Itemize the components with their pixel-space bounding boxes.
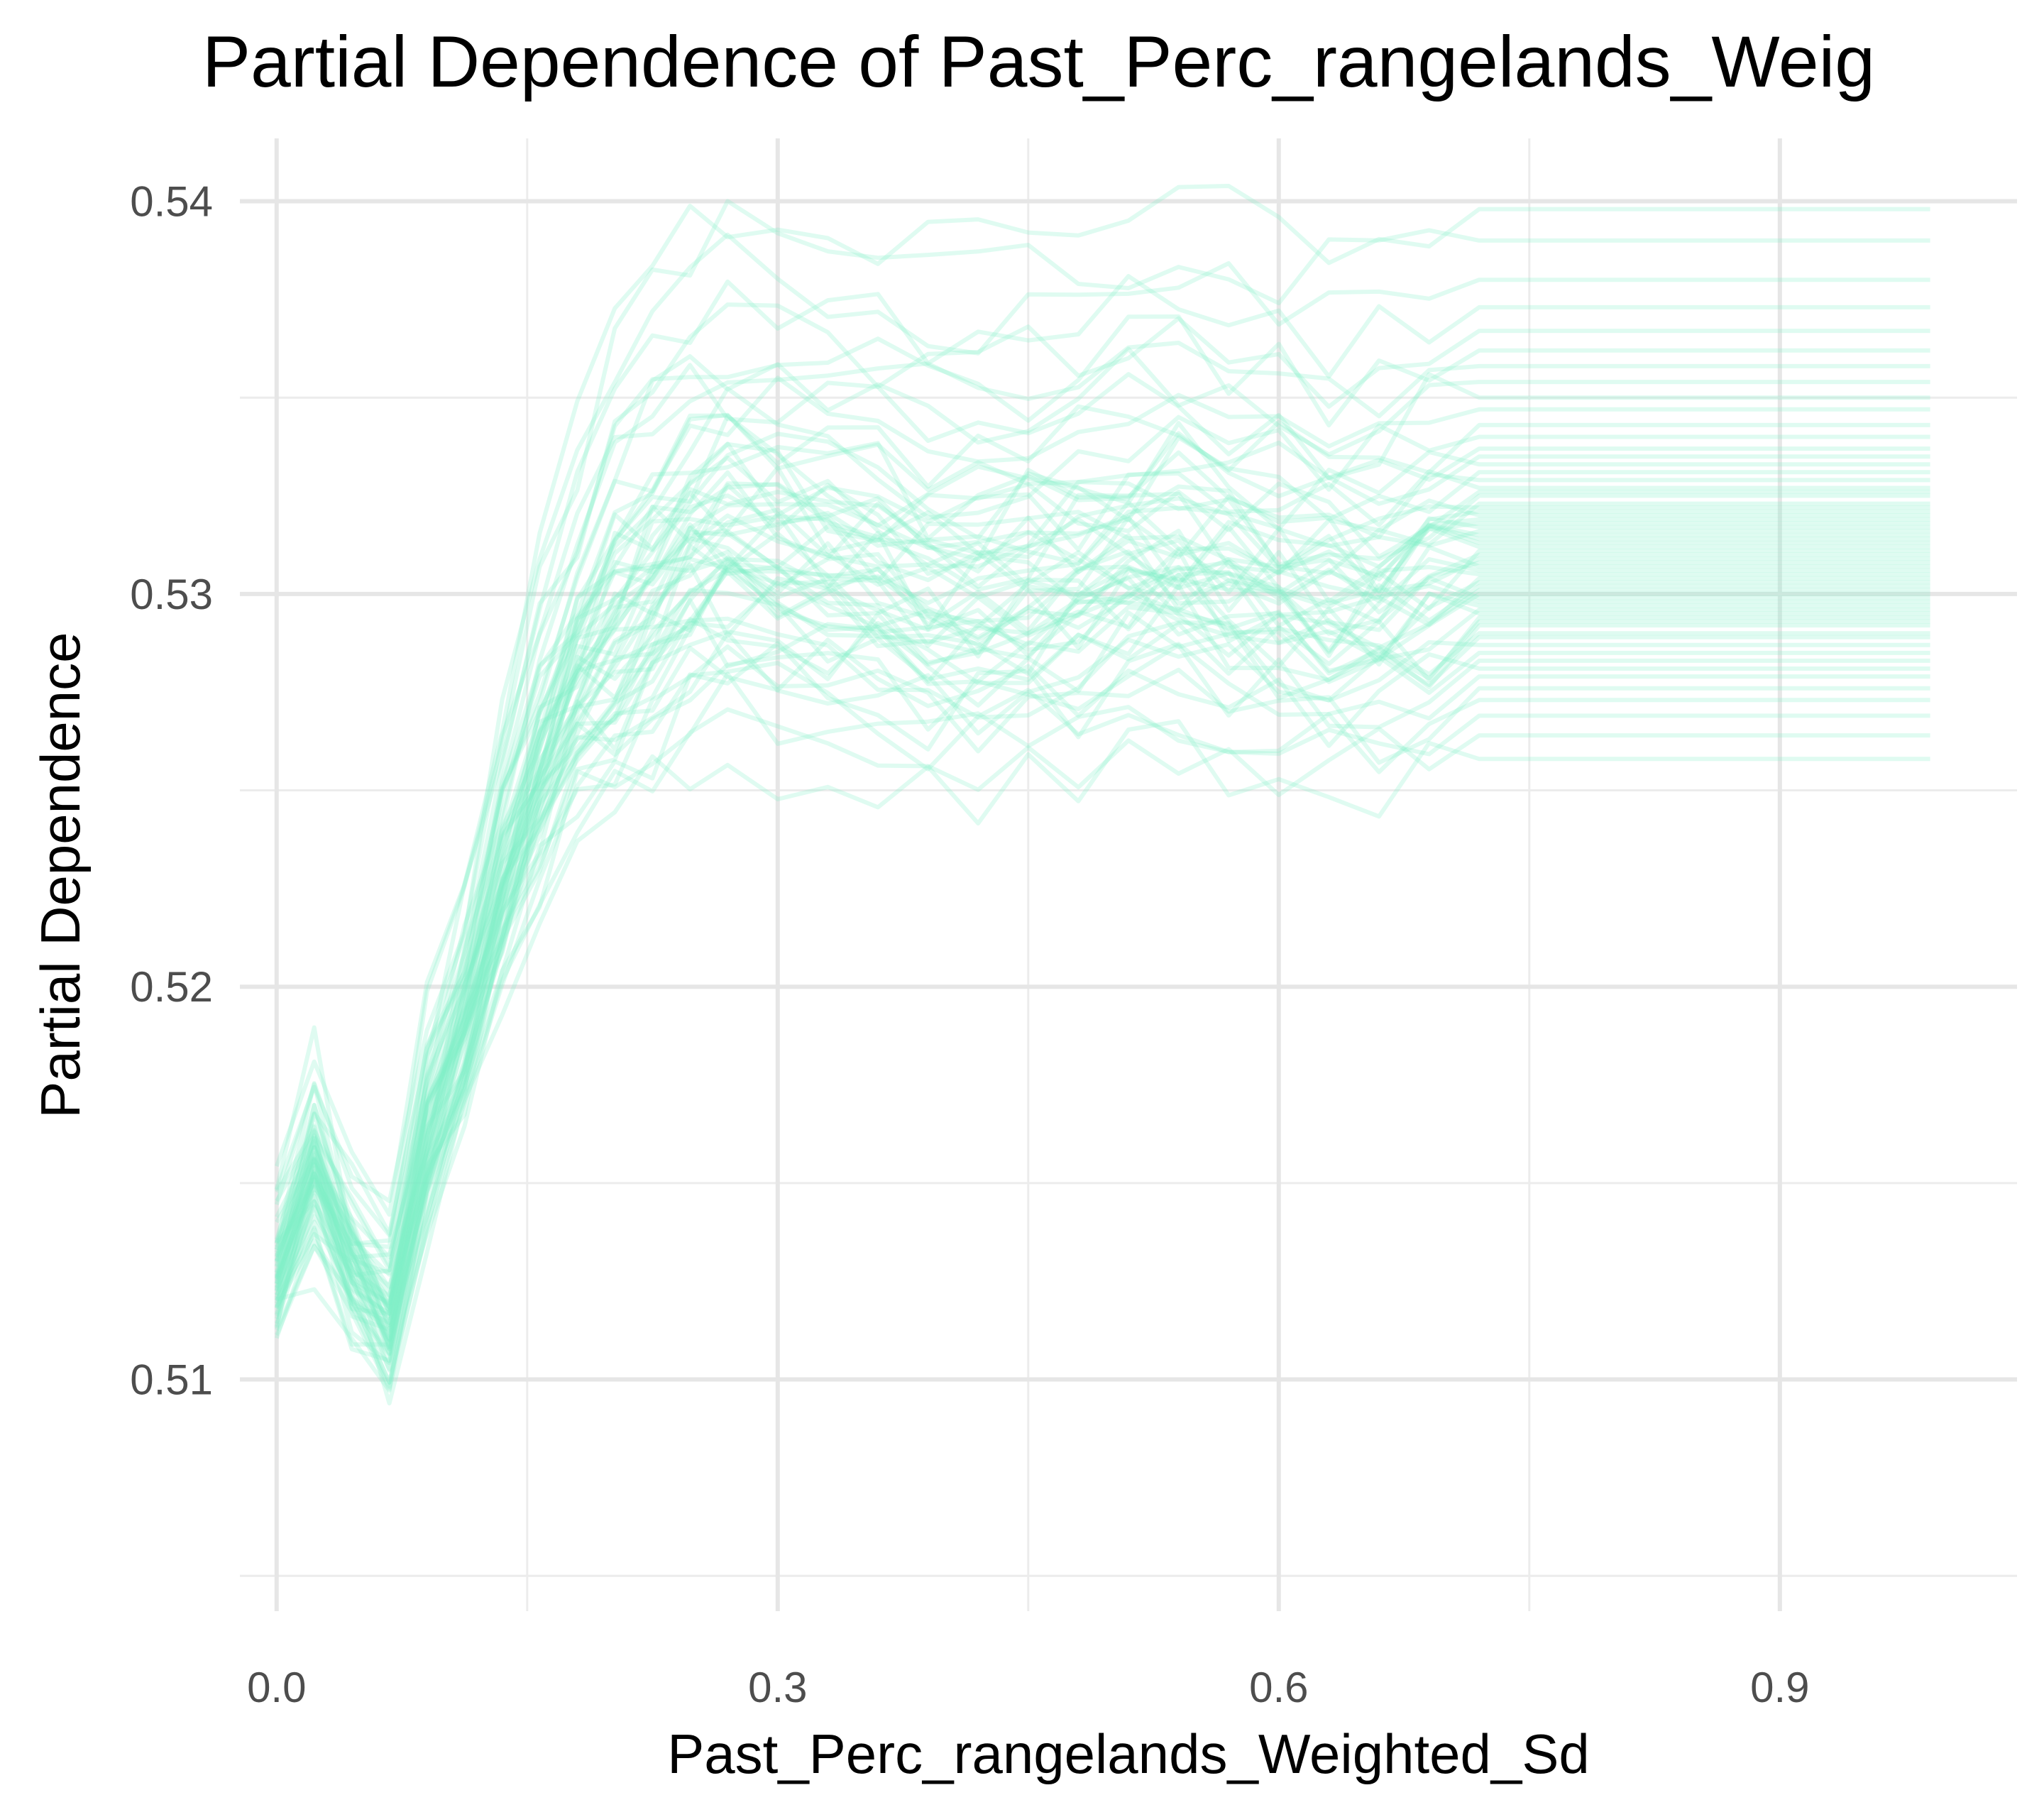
- ice-curve-line: [274, 630, 1930, 1326]
- ice-curve-line: [275, 432, 1930, 1278]
- ice-curve-line: [275, 637, 1930, 1347]
- ice-curve-line: [274, 375, 1930, 1302]
- ice-curve-line: [274, 502, 1930, 1351]
- major-gridlines: [240, 138, 2017, 1611]
- ice-curve-line: [274, 549, 1930, 1355]
- ice-curve-line: [274, 505, 1930, 1314]
- ice-curve-line: [275, 450, 1930, 1289]
- y-tick-label: 0.51: [130, 1356, 213, 1404]
- ice-curve-line: [274, 561, 1930, 1373]
- ice-curve-line: [275, 431, 1930, 1260]
- ice-curve-line: [274, 404, 1930, 1318]
- ice-curve-line: [274, 610, 1930, 1332]
- ice-curve-line: [274, 232, 1930, 1244]
- ice-curve-line: [275, 441, 1930, 1305]
- ice-curve-line: [274, 576, 1930, 1305]
- ice-curve-line: [275, 487, 1930, 1315]
- ice-curve-line: [274, 531, 1930, 1320]
- ice-curve-line: [274, 441, 1930, 1342]
- ice-curve-line: [275, 583, 1930, 1328]
- y-axis-title: Partial Dependence: [29, 632, 92, 1118]
- ice-curve-line: [274, 522, 1930, 1325]
- ice-curve-line: [274, 184, 1930, 1217]
- ice-curve-line: [274, 341, 1930, 1241]
- x-axis-title: Past_Perc_rangelands_Weighted_Sd: [667, 1723, 1589, 1785]
- ice-curve-line: [274, 314, 1930, 1204]
- ice-curve-line: [274, 199, 1930, 1249]
- ice-curve-line: [274, 567, 1930, 1351]
- ice-curve-line: [274, 481, 1930, 1339]
- ice-curve-line: [275, 302, 1930, 1268]
- ice-curve-line: [274, 562, 1930, 1356]
- ice-curve-line: [274, 548, 1930, 1334]
- ice-curve-line: [274, 558, 1930, 1363]
- y-tick-label: 0.52: [130, 963, 213, 1011]
- x-axis-tick-labels: 0.0 0.3 0.6 0.9: [247, 1664, 1809, 1711]
- ice-curve-line: [275, 510, 1930, 1341]
- x-tick-label: 0.9: [1750, 1664, 1809, 1711]
- ice-curve-line: [274, 644, 1930, 1366]
- ice-curve-line: [275, 564, 1930, 1371]
- ice-curves: [274, 184, 1930, 1406]
- ice-curve-line: [275, 562, 1930, 1310]
- minor-gridlines: [240, 138, 2017, 1611]
- ice-curve-line: [275, 707, 1930, 1406]
- ice-curve-line: [275, 490, 1930, 1297]
- ice-curve-line: [274, 588, 1930, 1343]
- ice-curve-line: [274, 363, 1930, 1251]
- ice-curve-line: [275, 616, 1930, 1349]
- ice-curve-line: [274, 598, 1930, 1389]
- ice-curve-line: [274, 466, 1930, 1275]
- ice-curve-line: [274, 525, 1930, 1342]
- ice-curve-line: [274, 386, 1930, 1310]
- chart-title: Partial Dependence of Past_Perc_rangelan…: [202, 21, 1875, 102]
- ice-curve-line: [275, 346, 1930, 1273]
- ice-curve-line: [274, 513, 1930, 1350]
- ice-curve-line: [274, 671, 1930, 1363]
- ice-curve-line: [274, 493, 1930, 1312]
- y-axis-tick-labels: 0.51 0.52 0.53 0.54: [130, 178, 213, 1404]
- ice-curve-line: [275, 641, 1930, 1391]
- ice-curve-line: [274, 530, 1930, 1316]
- ice-curve-line: [274, 470, 1930, 1328]
- x-tick-label: 0.3: [748, 1664, 807, 1711]
- ice-curve-line: [276, 719, 1930, 1393]
- ice-curve-line: [274, 274, 1930, 1277]
- ice-curve-line: [274, 529, 1930, 1350]
- ice-curve-line: [275, 414, 1930, 1260]
- ice-curve-line: [274, 483, 1930, 1316]
- x-tick-label: 0.6: [1249, 1664, 1308, 1711]
- ice-curve-line: [274, 544, 1930, 1317]
- ice-curve-line: [275, 643, 1930, 1385]
- y-tick-label: 0.54: [130, 178, 213, 226]
- x-tick-label: 0.0: [247, 1664, 306, 1711]
- ice-curve-line: [275, 412, 1930, 1298]
- ice-curve-line: [275, 661, 1930, 1385]
- ice-curve-line: [274, 510, 1930, 1330]
- y-tick-label: 0.53: [130, 571, 213, 618]
- ice-curve-line: [274, 528, 1930, 1307]
- ice-curve-line: [274, 455, 1930, 1290]
- ice-curve-line: [274, 507, 1930, 1315]
- ice-curve-line: [274, 549, 1930, 1356]
